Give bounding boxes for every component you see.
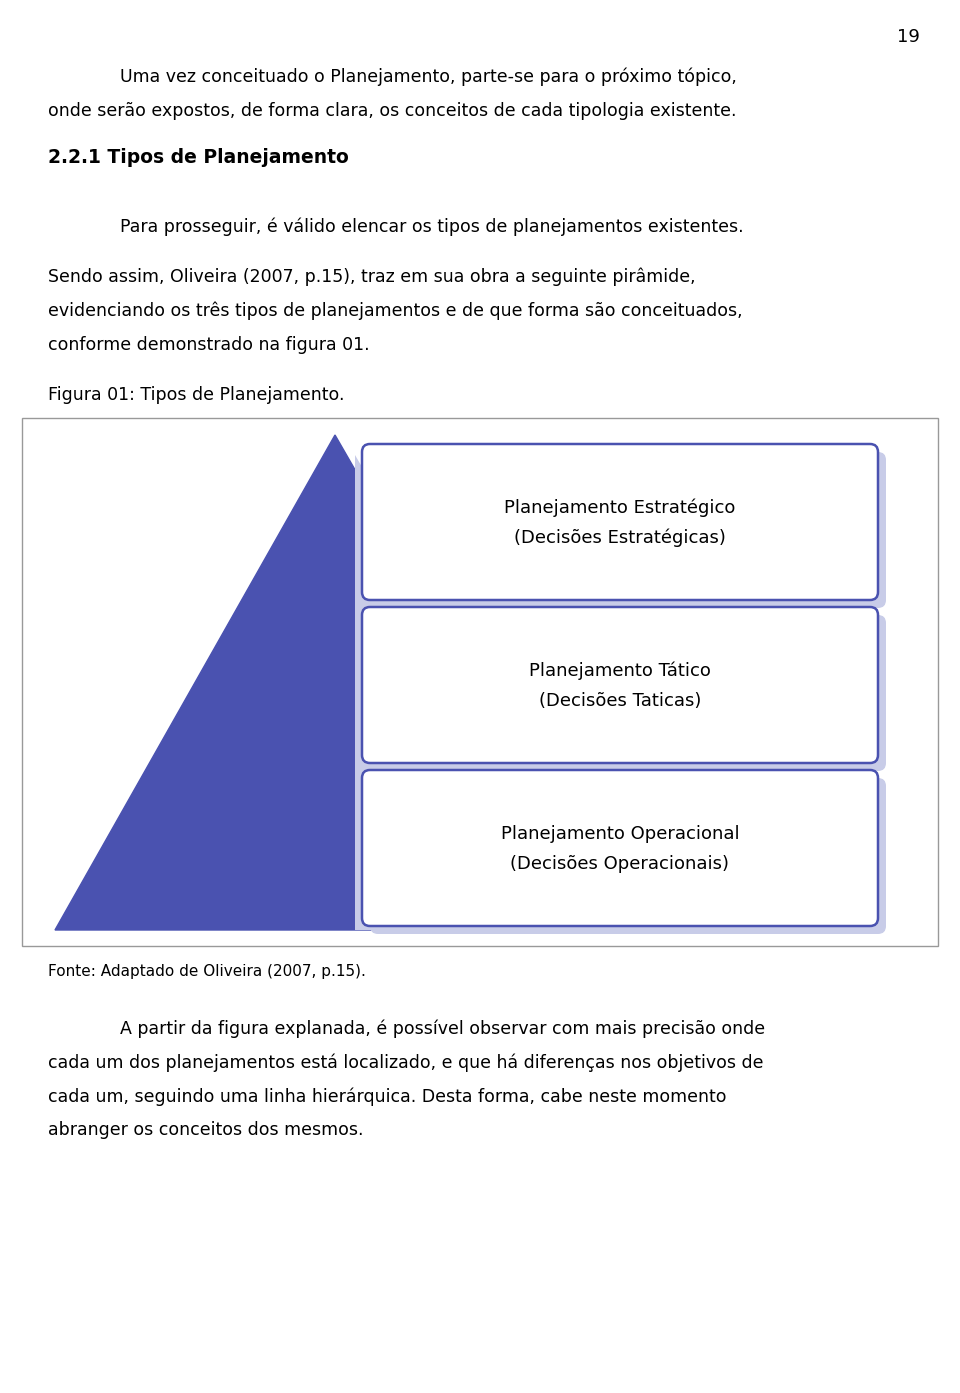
Text: 2.2.1 Tipos de Planejamento: 2.2.1 Tipos de Planejamento [48,148,348,167]
FancyBboxPatch shape [370,614,886,770]
FancyBboxPatch shape [370,779,886,933]
Text: (Decisões Taticas): (Decisões Taticas) [539,692,701,710]
Polygon shape [355,456,635,931]
FancyBboxPatch shape [370,451,886,607]
Text: A partir da figura explanada, é possível observar com mais precisão onde: A partir da figura explanada, é possível… [120,1020,765,1038]
Text: evidenciando os três tipos de planejamentos e de que forma são conceituados,: evidenciando os três tipos de planejamen… [48,302,743,320]
Polygon shape [55,435,620,931]
FancyBboxPatch shape [362,607,878,763]
Text: cada um dos planejamentos está localizado, e que há diferenças nos objetivos de: cada um dos planejamentos está localizad… [48,1053,763,1071]
Text: Fonte: Adaptado de Oliveira (2007, p.15).: Fonte: Adaptado de Oliveira (2007, p.15)… [48,964,366,979]
Text: conforme demonstrado na figura 01.: conforme demonstrado na figura 01. [48,336,370,354]
Text: Para prosseguir, é válido elencar os tipos de planejamentos existentes.: Para prosseguir, é válido elencar os tip… [120,217,744,237]
Text: Sendo assim, Oliveira (2007, p.15), traz em sua obra a seguinte pirâmide,: Sendo assim, Oliveira (2007, p.15), traz… [48,267,696,287]
Text: Planejamento Estratégico: Planejamento Estratégico [504,499,735,517]
Text: cada um, seguindo uma linha hierárquica. Desta forma, cabe neste momento: cada um, seguindo uma linha hierárquica.… [48,1087,727,1106]
Text: Planejamento Tático: Planejamento Tático [529,662,711,680]
Text: Figura 01: Tipos de Planejamento.: Figura 01: Tipos de Planejamento. [48,386,345,404]
Text: Uma vez conceituado o Planejamento, parte-se para o próximo tópico,: Uma vez conceituado o Planejamento, part… [120,68,737,86]
Text: (Decisões Operacionais): (Decisões Operacionais) [511,855,730,873]
Bar [22,418,938,946]
Text: (Decisões Estratégicas): (Decisões Estratégicas) [514,529,726,547]
Text: Planejamento Operacional: Planejamento Operacional [501,825,739,843]
FancyBboxPatch shape [362,770,878,926]
Text: abranger os conceitos dos mesmos.: abranger os conceitos dos mesmos. [48,1121,364,1139]
Text: 19: 19 [898,28,920,46]
Text: onde serão expostos, de forma clara, os conceitos de cada tipologia existente.: onde serão expostos, de forma clara, os … [48,102,736,120]
FancyBboxPatch shape [362,444,878,600]
